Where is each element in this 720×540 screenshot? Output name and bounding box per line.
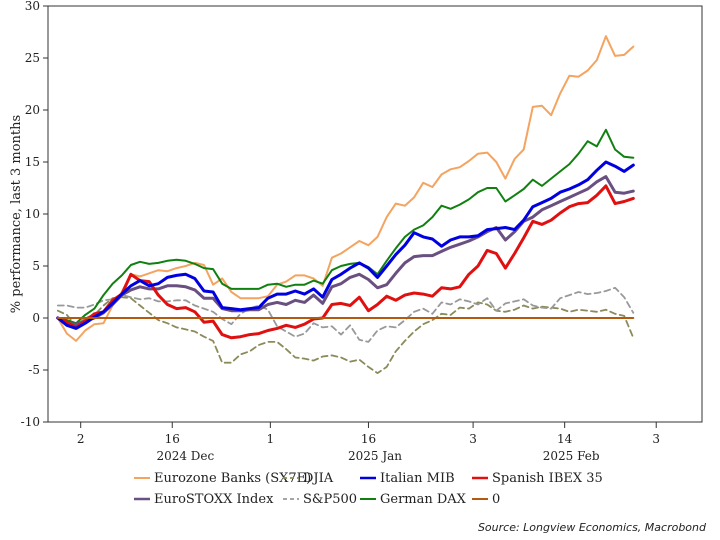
x-tick-label: 14 xyxy=(557,432,573,446)
plot-frame xyxy=(47,5,703,423)
series-line-spanish-ibex-35 xyxy=(56,184,635,340)
series-line-italian-mib xyxy=(56,160,635,330)
y-tick-label: 0 xyxy=(32,311,40,325)
x-tick-label: 16 xyxy=(165,432,180,446)
y-tick-label: 15 xyxy=(25,155,40,169)
y-tick-label: -10 xyxy=(21,415,40,429)
legend-label: EuroSTOXX Index xyxy=(154,492,274,507)
legend-label: Eurozone Banks (SX7E) xyxy=(154,471,311,486)
y-axis: -10 -5 0 5 10 15 20 25 30 xyxy=(21,0,48,429)
legend: Eurozone Banks (SX7E)DJIA Italian MIB Span… xyxy=(134,471,603,507)
y-tick-label: -5 xyxy=(28,363,40,377)
legend-label: 0 xyxy=(492,492,500,507)
legend-label: S&P500 xyxy=(303,492,357,507)
x-axis: 2 16 1 16 3 14 3 2024 Dec 2025 Jan 2025 Feb xyxy=(77,422,660,463)
legend-label: DJIA xyxy=(303,471,334,486)
legend-label: Italian MIB xyxy=(380,471,455,486)
y-tick-label: 25 xyxy=(25,51,40,65)
x-tick-label: 1 xyxy=(267,432,275,446)
y-axis-title: % performance, last 3 months xyxy=(9,115,24,313)
legend-label: German DAX xyxy=(380,492,467,507)
y-tick-label: 5 xyxy=(32,259,40,273)
source-note: Source: Longview Economics, Macrobond xyxy=(477,521,706,534)
x-tick-label: 2 xyxy=(77,432,85,446)
x-tick-label: 3 xyxy=(652,432,660,446)
series-line-djia xyxy=(56,296,635,375)
series-layer xyxy=(56,35,635,375)
x-group-label: 2024 Dec xyxy=(156,449,214,463)
x-tick-label: 3 xyxy=(469,432,477,446)
series-line-eurozone-banks-sx7e- xyxy=(56,35,635,342)
y-tick-label: 30 xyxy=(25,0,40,13)
x-group-label: 2025 Jan xyxy=(348,449,402,463)
x-tick-label: 16 xyxy=(361,432,376,446)
series-line-s-p500 xyxy=(56,286,635,343)
legend-label: Spanish IBEX 35 xyxy=(492,471,603,486)
y-tick-label: 10 xyxy=(25,207,40,221)
x-group-label: 2025 Feb xyxy=(543,449,600,463)
series-line-german-dax xyxy=(56,128,635,325)
y-tick-label: 20 xyxy=(25,103,40,117)
